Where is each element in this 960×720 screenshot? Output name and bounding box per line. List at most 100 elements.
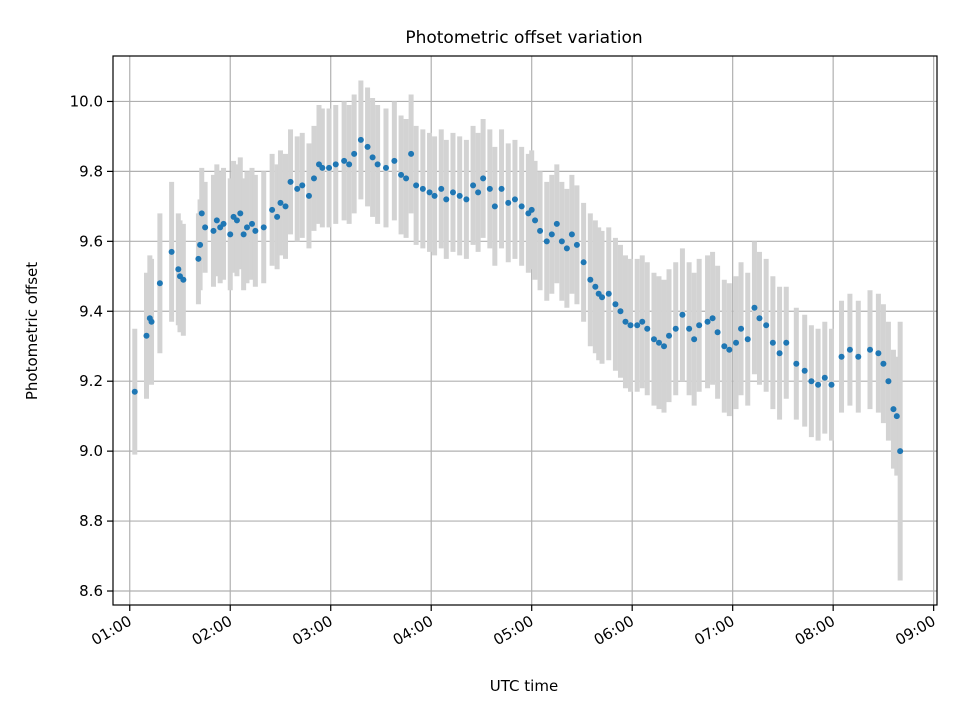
chart-title: Photometric offset variation (405, 28, 642, 48)
data-point (672, 325, 679, 332)
data-point (456, 192, 463, 199)
data-point (269, 206, 276, 213)
x-axis-ticks: 01:00 02:00 03:00 04:00 05:00 06:00 07:00 08:00… (88, 605, 939, 649)
data-point-layer (131, 136, 904, 455)
y-tick-label: 9.0 (79, 442, 103, 460)
y-tick-label: 10.0 (70, 92, 103, 110)
data-point (143, 332, 150, 339)
data-point (568, 231, 575, 238)
data-point (419, 185, 426, 192)
data-point (491, 203, 498, 210)
data-point (299, 182, 306, 189)
data-point (233, 217, 240, 224)
data-point (617, 308, 624, 315)
data-point (237, 210, 244, 217)
y-axis-ticks: 8.6 8.8 9.0 9.2 9.4 9.6 9.8 10.0 (70, 92, 113, 600)
data-point (382, 164, 389, 171)
data-point (686, 325, 693, 332)
data-point (828, 381, 835, 388)
data-point (769, 339, 776, 346)
y-tick-label: 9.8 (79, 162, 103, 180)
data-point (655, 339, 662, 346)
data-point (282, 203, 289, 210)
data-point (605, 290, 612, 297)
data-point (341, 157, 348, 164)
data-point (156, 280, 163, 287)
data-point (821, 374, 828, 381)
x-tick-label: 06:00 (591, 612, 637, 649)
data-point (351, 150, 358, 157)
data-point (650, 336, 657, 343)
x-axis-label: UTC time (490, 677, 558, 695)
data-point (294, 185, 301, 192)
data-point (622, 318, 629, 325)
data-point (885, 378, 892, 385)
data-point (875, 350, 882, 357)
data-point (763, 322, 770, 329)
data-point (131, 388, 138, 395)
data-point (470, 182, 477, 189)
data-point (808, 378, 815, 385)
data-point (252, 227, 259, 234)
data-point (511, 196, 518, 203)
data-point (220, 220, 227, 227)
data-point (627, 322, 634, 329)
data-point (480, 175, 487, 182)
data-point (532, 217, 539, 224)
y-tick-label: 8.8 (79, 512, 103, 530)
data-point (198, 210, 205, 217)
data-point (277, 199, 284, 206)
y-tick-label: 9.2 (79, 372, 103, 390)
x-tick-label: 03:00 (289, 612, 335, 649)
data-point (505, 199, 512, 206)
data-point (537, 227, 544, 234)
x-tick-label: 04:00 (390, 612, 436, 649)
data-point (197, 241, 204, 248)
x-tick-label: 05:00 (490, 612, 536, 649)
data-point (897, 448, 904, 455)
data-point (751, 304, 758, 311)
data-point (518, 203, 525, 210)
data-point (666, 332, 673, 339)
data-point (738, 325, 745, 332)
data-point (408, 150, 415, 157)
data-point (573, 241, 580, 248)
x-tick-label: 07:00 (691, 612, 737, 649)
data-point (195, 255, 202, 262)
data-point (880, 360, 887, 367)
data-point (426, 189, 433, 196)
data-point (403, 175, 410, 182)
data-point (213, 217, 220, 224)
data-point (243, 224, 250, 231)
data-point (202, 224, 209, 231)
data-point (553, 220, 560, 227)
data-point (592, 283, 599, 290)
data-point (326, 164, 333, 171)
data-point (364, 143, 371, 150)
data-point (287, 178, 294, 185)
y-tick-label: 9.6 (79, 232, 103, 250)
data-point (249, 220, 256, 227)
data-point (661, 343, 668, 350)
data-point (691, 336, 698, 343)
data-point (240, 231, 247, 238)
y-tick-label: 9.4 (79, 302, 103, 320)
data-point (413, 182, 420, 189)
data-point (374, 161, 381, 168)
data-point (634, 322, 641, 329)
x-tick-label: 01:00 (88, 612, 134, 649)
data-point (793, 360, 800, 367)
data-point (726, 346, 733, 353)
x-tick-label: 08:00 (792, 612, 838, 649)
data-point (563, 245, 570, 252)
data-point (733, 339, 740, 346)
data-point (696, 322, 703, 329)
data-point (148, 318, 155, 325)
data-point (890, 406, 897, 413)
data-point (175, 266, 182, 273)
data-point (463, 196, 470, 203)
data-point (744, 336, 751, 343)
data-point (357, 136, 364, 143)
data-point (815, 381, 822, 388)
